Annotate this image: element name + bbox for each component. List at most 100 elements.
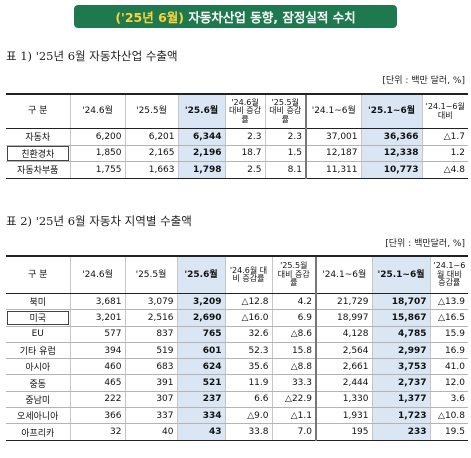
title-banner: ('25년 6월) 자동차산업 동향, 잠정실적 수치 — [74, 5, 397, 28]
table1-cell-v3: 6,344 — [177, 128, 226, 146]
table2-row: 아시아 460 683 624 35.6 △8.8 2,661 3,753 41.0 — [6, 358, 468, 376]
table2-cell-v2: 837 — [124, 326, 178, 343]
table2-cell-v4: 11.9 — [224, 374, 273, 392]
table1-export-amount: 구 분 '24.6월 '25.5월 '25.6월 '24.6월 대비 증감률 '… — [6, 93, 468, 179]
table2-cell-v1: 394 — [69, 342, 126, 360]
table1-cell-v8: △1.7 — [421, 128, 468, 146]
table1-cell-v7: 36,366 — [360, 128, 423, 146]
table2-cell-v6: 4,128 — [315, 326, 373, 343]
table1-cell-v4: 2.5 — [224, 161, 266, 179]
table2-header-row: 구 분 '24.6월 '25.5월 '25.6월 '24.6월 대비 증감률 '… — [6, 255, 468, 294]
table2-cell-v2: 3,079 — [124, 293, 178, 311]
table2-cell-v7: 1,377 — [371, 391, 431, 409]
table2-cell-v7: 18,707 — [371, 293, 431, 311]
table1-cell-v6: 37,001 — [305, 128, 362, 146]
table2-cell-v7: 4,785 — [371, 326, 431, 343]
table1-header-col2: '25.5월 — [124, 93, 179, 129]
table1-cell-v1: 1,755 — [69, 161, 126, 179]
table2-row: 중동 465 391 521 11.9 33.3 2,444 2,737 12.0 — [6, 374, 468, 392]
table2-cell-v2: 391 — [124, 374, 178, 392]
table2-row-label: 중동 — [6, 374, 71, 392]
table1-row: 친환경차 1,850 2,165 2,196 18.7 1.5 12,187 12,338 1.… — [6, 145, 468, 162]
table2-cell-v6: 195 — [315, 423, 373, 441]
table2-cell-v8: 19.5 — [429, 423, 468, 441]
table2-cell-v5: △1.1 — [271, 407, 317, 425]
table2-cell-v2: 519 — [124, 342, 178, 360]
table2-cell-v1: 465 — [69, 374, 126, 392]
table2-header-col1: '24.6월 — [69, 255, 126, 294]
table2-cell-v8: △13.9 — [429, 293, 468, 311]
table1-header-col3: '25.6월 — [177, 93, 226, 129]
table1-row-label: 자동차부품 — [6, 161, 71, 179]
table2-cell-v1: 32 — [69, 423, 126, 441]
table2-cell-v2: 2,516 — [124, 309, 178, 327]
table2-cell-v6: 1,931 — [315, 407, 373, 425]
table2-cell-v5: △22.9 — [271, 391, 317, 409]
table2-cell-v8: 15.9 — [429, 326, 468, 343]
table1-caption: 표 1) '25년 6월 자동차산업 수출액 — [6, 49, 178, 63]
table1-cell-v7: 12,338 — [360, 145, 423, 162]
table1-cell-v3: 2,196 — [177, 145, 226, 162]
table1-cell-v1: 6,200 — [69, 128, 126, 146]
table2-caption: 표 2) '25년 6월 자동차 지역별 수출액 — [6, 214, 192, 228]
table2-row: EU 577 837 765 32.6 △8.6 4,128 4,785 15.9 — [6, 326, 468, 343]
table2-cell-v6: 18,997 — [315, 309, 373, 327]
table1-cell-v2: 6,201 — [124, 128, 179, 146]
table2-cell-v4: 35.6 — [224, 358, 273, 376]
table2-cell-v1: 222 — [69, 391, 126, 409]
table2-cell-v3: 601 — [176, 342, 226, 360]
table2-header-col6: '24.1~6월 — [315, 255, 373, 294]
table1-cell-v5: 2.3 — [264, 128, 307, 146]
table1-cell-v8: 1.2 — [421, 145, 468, 162]
table2-cell-v8: △10.8 — [429, 407, 468, 425]
table2-cell-v5: 6.9 — [271, 309, 317, 327]
table2-header-col4: '24.6월 대비 증감률 — [224, 255, 273, 294]
table2-cell-v6: 2,661 — [315, 358, 373, 376]
table1-row: 자동차 6,200 6,201 6,344 2.3 2.3 37,001 36,366 △1.7 — [6, 128, 468, 146]
table1-header-col5: '25.5월 대비 증감률 — [264, 93, 307, 129]
table2-cell-v3: 43 — [176, 423, 226, 441]
table2-unit: [단위 : 백만달러, %] — [385, 239, 465, 249]
table1-row-label: 친환경차 — [6, 145, 71, 162]
banner-highlight: ('25년 6월) — [115, 10, 185, 25]
table2-cell-v3: 2,690 — [176, 309, 226, 327]
table2-cell-v5: 33.3 — [271, 374, 317, 392]
table2-cell-v1: 577 — [69, 326, 126, 343]
table2-row: 중남미 222 307 237 6.6 △22.9 1,330 1,377 3.6 — [6, 391, 468, 409]
table2-cell-v8: 41.0 — [429, 358, 468, 376]
table2-cell-v7: 15,867 — [371, 309, 431, 327]
table2-cell-v1: 3,681 — [69, 293, 126, 311]
table2-cell-v1: 366 — [69, 407, 126, 425]
table2-cell-v4: 6.6 — [224, 391, 273, 409]
table2-cell-v3: 521 — [176, 374, 226, 392]
table1-header-col6: '24.1~6월 — [305, 93, 362, 129]
table2-row-label: 기타 유럽 — [6, 342, 71, 360]
table2-cell-v4: △9.0 — [224, 407, 273, 425]
table1-cell-v1: 1,850 — [69, 145, 126, 162]
table1-cell-v6: 12,187 — [305, 145, 362, 162]
table2-cell-v7: 2,737 — [371, 374, 431, 392]
table2-row: 북미 3,681 3,079 3,209 △12.8 4.2 21,729 18,707 △13… — [6, 293, 468, 311]
banner-title: 자동차산업 동향, 잠정실적 수치 — [188, 10, 356, 25]
table1-header-col8: '24.1~6월 대비 — [421, 93, 468, 129]
table2-cell-v7: 233 — [371, 423, 431, 441]
table2-row: 아프리카 32 40 43 33.8 7.0 195 233 19.5 — [6, 423, 468, 441]
table2-header-col2: '25.5월 — [124, 255, 178, 294]
table2-cell-v5: 15.8 — [271, 342, 317, 360]
table2-cell-v3: 334 — [176, 407, 226, 425]
table2-row-label: 오세아니아 — [6, 407, 71, 425]
table1-row: 자동차부품 1,755 1,663 1,798 2.5 8.1 11,311 10,773 △4… — [6, 161, 468, 179]
table2-header-col8: '24.1~6월 대비 증감률 — [429, 255, 468, 294]
table2-cell-v8: △16.5 — [429, 309, 468, 327]
table2-row-label: 아시아 — [6, 358, 71, 376]
table2-cell-v3: 3,209 — [176, 293, 226, 311]
table1-cell-v4: 2.3 — [224, 128, 266, 146]
table2-cell-v4: △12.8 — [224, 293, 273, 311]
table2-row-label: 북미 — [6, 293, 71, 311]
table2-cell-v5: △8.8 — [271, 358, 317, 376]
table2-header-category: 구 분 — [6, 255, 71, 294]
table2-row: 기타 유럽 394 519 601 52.3 15.8 2,564 2,997 16.9 — [6, 342, 468, 360]
table2-cell-v7: 2,997 — [371, 342, 431, 360]
table1-cell-v3: 1,798 — [177, 161, 226, 179]
table2-row: 미국 3,201 2,516 2,690 △16.0 6.9 18,997 15,867 △16… — [6, 309, 468, 327]
